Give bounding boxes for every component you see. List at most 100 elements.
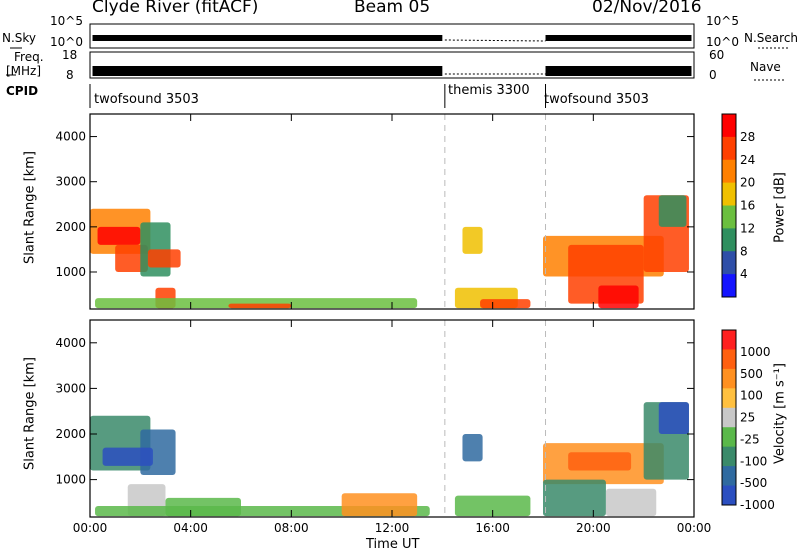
beam-title: Beam 05 (354, 0, 431, 17)
nsearch-scale-top: 10^5 (706, 14, 739, 28)
velocity-colorbar-cell (722, 446, 736, 467)
xaxis-title: Time UT (366, 537, 420, 552)
nsearch-scale-bottom: 10^0 (706, 35, 739, 49)
power-data-patch (480, 299, 531, 309)
velocity-colorbar-tick-label: 100 (740, 389, 763, 403)
velocity-data-patch (165, 497, 241, 517)
power-colorbar-cell (722, 274, 736, 298)
power-ytick-label: 2000 (55, 220, 86, 234)
power-colorbar-cell (722, 205, 736, 229)
velocity-colorbar-tick-label: -25 (740, 432, 760, 446)
velocity-ylabel: Slant Range [km] (22, 357, 38, 470)
station-title: Clyde River (fitACF) (92, 0, 259, 17)
power-colorbar-tick-label: 4 (740, 267, 748, 281)
cpid-segment-3: twofsound 3503 (544, 92, 649, 107)
velocity-colorbar-cell (722, 330, 736, 350)
power-colorbar-tick-label: 16 (740, 199, 755, 213)
velocity-xtick-label: 12:00 (375, 521, 410, 535)
velocity-ytick-label: 2000 (55, 427, 86, 441)
power-ytick-label: 3000 (55, 175, 86, 189)
velocity-colorbar-tick-label: 500 (740, 367, 763, 381)
velocity-data-patch (605, 488, 657, 517)
freq-strip-frame (89, 51, 695, 79)
velocity-xtick-label: 04:00 (173, 521, 208, 535)
velocity-data-patch (568, 452, 632, 471)
power-colorbar-tick-label: 28 (740, 130, 755, 144)
power-data-patch (95, 298, 418, 309)
velocity-colorbar-tick-label: -1000 (740, 498, 775, 512)
velocity-xtick-label: 00:00 (73, 521, 108, 535)
velocity-xtick-label: 00:00 (677, 521, 712, 535)
nsearch-label: N.Search (744, 31, 799, 45)
power-data-patch (115, 244, 148, 272)
power-data-patch (228, 303, 292, 309)
freq-scale-top: 18 (62, 48, 78, 62)
velocity-xtick-label: 08:00 (274, 521, 309, 535)
power-colorbar-cell (722, 136, 736, 161)
nsky-trace-a (92, 35, 443, 41)
nsky-strip-frame (89, 23, 695, 49)
velocity-colorbar-cell (722, 388, 736, 409)
velocity-colorbar-label: Velocity [m s⁻¹] (772, 363, 788, 464)
velocity-colorbar-tick-label: 1000 (740, 345, 771, 359)
velocity-ytick-label: 3000 (55, 381, 86, 395)
velocity-data-patch (658, 402, 689, 435)
freq-trace-a (92, 66, 443, 76)
velocity-xtick-label: 20:00 (576, 521, 611, 535)
cpid-segment-2: themis 3300 (448, 83, 530, 98)
velocity-xtick-label: 16:00 (475, 521, 510, 535)
velocity-data-patch (102, 447, 153, 466)
power-data-patch (598, 285, 639, 309)
freq-trace-b (545, 66, 692, 76)
velocity-colorbar-tick-label: -500 (740, 476, 767, 490)
power-data-patch (462, 226, 483, 254)
power-colorbar-tick-label: 24 (740, 153, 755, 167)
power-data-patch (140, 222, 171, 277)
power-data-patch (147, 249, 181, 268)
velocity-colorbar-cell (722, 407, 736, 428)
freq-label: Freq. (14, 50, 44, 64)
power-ytick-label: 4000 (55, 130, 86, 144)
power-data-patch (97, 226, 141, 245)
velocity-colorbar-cell (722, 485, 736, 506)
velocity-colorbar-cell (722, 349, 736, 370)
power-colorbar-cell (722, 251, 736, 275)
nave-scale-bottom: 0 (709, 68, 717, 82)
power-data-patch (658, 195, 687, 227)
power-colorbar-cell (722, 228, 736, 252)
nsky-label: N.Sky (2, 31, 37, 45)
power-colorbar-frame (721, 113, 737, 298)
power-colorbar-tick-label: 12 (740, 221, 755, 235)
power-colorbar-cell (722, 114, 736, 138)
nsky-trace-mid (444, 39, 546, 42)
cpid-segment-1: twofsound 3503 (94, 92, 199, 107)
cpid-label: CPID (6, 84, 39, 98)
nsky-scale-top: 10^5 (50, 14, 83, 28)
nave-scale-top: 60 (709, 48, 725, 62)
velocity-colorbar-frame (721, 329, 737, 506)
power-colorbar-label: Power [dB] (772, 172, 788, 243)
velocity-data-patch (341, 493, 418, 517)
power-ytick-label: 1000 (55, 265, 86, 279)
velocity-colorbar-cell (722, 368, 736, 389)
power-colorbar-cell (722, 159, 736, 184)
velocity-ytick-label: 4000 (55, 336, 86, 350)
power-colorbar-tick-label: 8 (740, 244, 748, 258)
power-colorbar-cell (722, 182, 736, 206)
velocity-data-patch (454, 495, 531, 517)
velocity-colorbar-cell (722, 466, 736, 487)
velocity-colorbar-tick-label: -100 (740, 454, 767, 468)
freq-scale-bottom: 8 (66, 68, 74, 82)
nsky-trace-b (545, 35, 692, 41)
power-colorbar-tick-label: 20 (740, 176, 755, 190)
velocity-ytick-label: 1000 (55, 473, 86, 487)
velocity-data-patch (543, 479, 606, 517)
velocity-data-patch (462, 434, 483, 462)
velocity-colorbar-tick-label: 25 (740, 411, 755, 425)
velocity-colorbar-cell (722, 427, 736, 448)
nsky-scale-bottom: 10^0 (50, 35, 83, 49)
nave-label: Nave (750, 60, 781, 74)
power-ylabel: Slant Range [km] (22, 151, 38, 264)
date-title: 02/Nov/2016 (592, 0, 702, 17)
